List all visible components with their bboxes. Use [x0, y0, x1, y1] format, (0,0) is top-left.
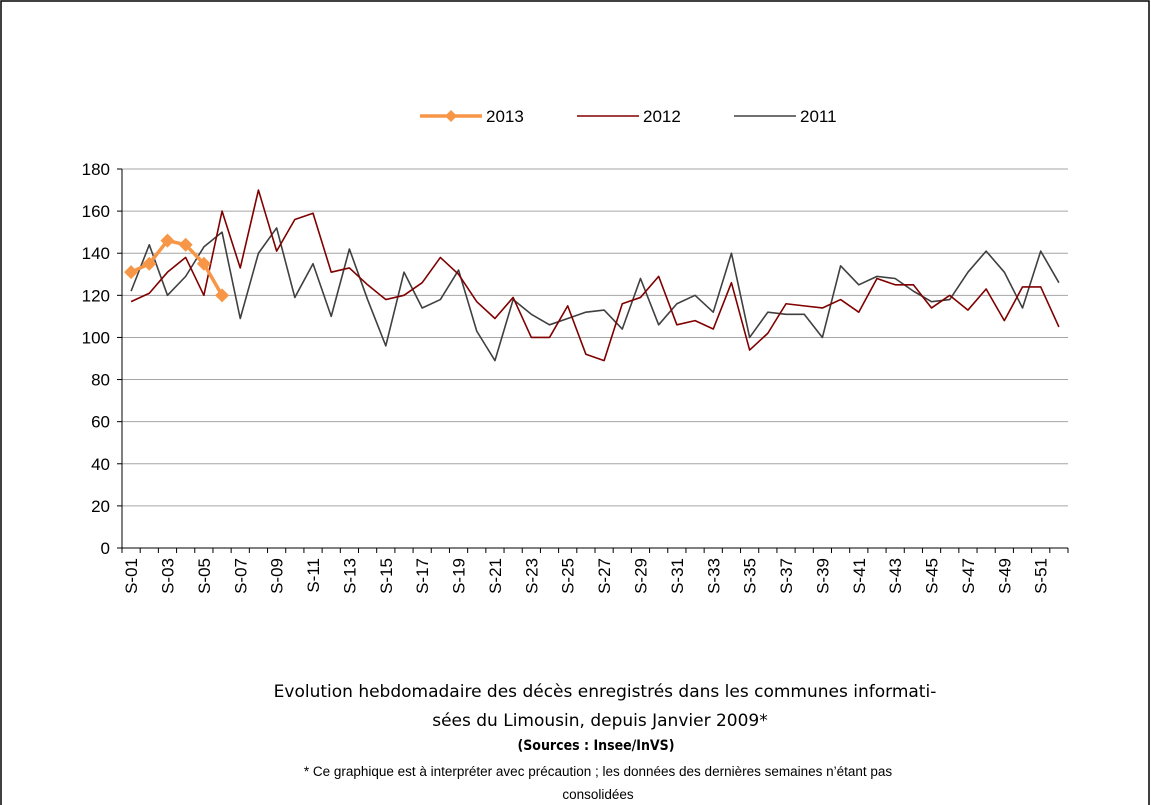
x-tick-label: S-51 — [1032, 558, 1051, 594]
chart-title-line: sées du Limousin, depuis Janvier 2009* — [432, 711, 768, 731]
x-tick-label: S-21 — [486, 558, 505, 594]
x-tick-label: S-09 — [268, 558, 287, 594]
x-tick-label: S-31 — [668, 558, 687, 594]
x-tick-label: S-27 — [595, 558, 614, 594]
x-tick-label: S-11 — [304, 558, 323, 593]
x-tick-label: S-35 — [741, 558, 760, 594]
marker — [124, 265, 139, 280]
x-tick-label: S-15 — [377, 558, 396, 594]
note-line: consolidées — [562, 787, 634, 802]
x-tick-label: S-43 — [886, 558, 905, 594]
x-tick-label: S-49 — [995, 558, 1014, 594]
y-tick-label: 180 — [82, 160, 110, 179]
x-tick-label: S-45 — [923, 558, 942, 594]
x-tick-label: S-07 — [231, 558, 250, 594]
x-tick-label: S-19 — [450, 558, 469, 594]
note-line: * Ce graphique est à interpréter avec pr… — [304, 764, 893, 779]
y-tick-label: 100 — [82, 328, 110, 347]
x-tick-label: S-39 — [813, 558, 832, 594]
marker — [215, 288, 230, 303]
source: (Sources : Insee/InVS) — [517, 738, 674, 754]
x-tick-label: S-01 — [122, 558, 141, 594]
legend-label: 2011 — [800, 107, 837, 126]
x-tick-label: S-33 — [704, 558, 723, 594]
series-line — [130, 189, 1060, 362]
y-tick-label: 80 — [91, 371, 110, 390]
marker — [178, 237, 193, 252]
chart-title-line: Evolution hebdomadaire des décès enregis… — [274, 682, 937, 702]
x-tick-label: S-37 — [777, 558, 796, 594]
legend-marker — [445, 110, 457, 122]
x-tick-label: S-47 — [959, 558, 978, 594]
x-tick-label: S-05 — [195, 558, 214, 594]
legend-label: 2013 — [486, 107, 524, 126]
x-tick-label: S-29 — [631, 558, 650, 594]
x-tick-label: S-17 — [413, 558, 432, 594]
y-tick-label: 140 — [82, 244, 110, 263]
x-tick-label: S-25 — [559, 558, 578, 594]
x-tick-label: S-23 — [522, 558, 541, 594]
y-tick-label: 120 — [82, 286, 110, 305]
y-tick-label: 40 — [91, 455, 110, 474]
y-tick-label: 20 — [91, 497, 110, 516]
marker — [142, 256, 157, 271]
x-tick-label: S-41 — [850, 558, 869, 594]
x-tick-label: S-13 — [340, 558, 359, 594]
marker — [160, 233, 175, 248]
y-tick-label: 0 — [101, 539, 110, 558]
y-tick-label: 60 — [91, 413, 110, 432]
y-tick-label: 160 — [82, 202, 110, 221]
legend-label: 2012 — [643, 107, 681, 126]
marker — [196, 256, 211, 271]
x-tick-label: S-03 — [158, 558, 177, 594]
